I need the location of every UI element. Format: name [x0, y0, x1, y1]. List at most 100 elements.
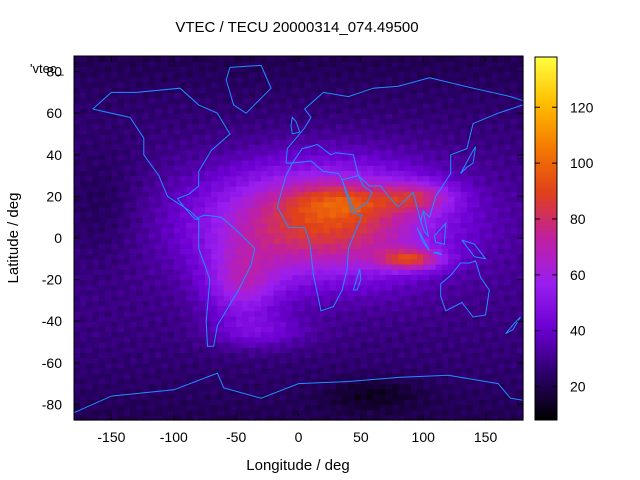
heatmap-cell: [223, 123, 231, 130]
heatmap-cell: [223, 66, 231, 73]
heatmap-cell: [123, 160, 131, 166]
heatmap-cell: [360, 336, 368, 343]
heatmap-cell: [360, 128, 368, 135]
heatmap-cell: [217, 305, 225, 312]
heatmap-cell: [136, 243, 144, 249]
heatmap-cell: [148, 149, 156, 156]
heatmap-cell: [248, 399, 256, 405]
heatmap-cell: [105, 383, 113, 390]
heatmap-cell: [198, 404, 206, 411]
heatmap-cell: [404, 134, 412, 140]
heatmap-cell: [504, 284, 512, 291]
heatmap-cell: [317, 414, 325, 421]
heatmap-cell: [74, 139, 81, 145]
heatmap-cell: [236, 170, 243, 177]
heatmap-cell: [217, 76, 225, 83]
heatmap-cell: [186, 97, 194, 104]
heatmap-cell: [204, 165, 212, 171]
heatmap-cell: [111, 232, 119, 239]
heatmap-cell: [410, 217, 418, 223]
heatmap-cell: [211, 160, 219, 166]
heatmap-cell: [279, 378, 287, 385]
heatmap-cell: [379, 243, 387, 249]
heatmap-cell: [242, 113, 250, 119]
heatmap-cell: [292, 238, 300, 244]
heatmap-cell: [242, 383, 250, 390]
heatmap-cell: [236, 248, 243, 255]
heatmap-cell: [485, 409, 493, 416]
heatmap-cell: [148, 368, 156, 374]
heatmap-cell: [385, 388, 393, 395]
heatmap-cell: [317, 165, 325, 171]
heatmap-cell: [123, 347, 131, 353]
heatmap-cell: [242, 180, 250, 187]
heatmap-cell: [335, 290, 343, 296]
heatmap-cell: [217, 217, 225, 223]
heatmap-cell: [448, 123, 456, 130]
heatmap-cell: [111, 180, 119, 187]
heatmap-cell: [273, 165, 281, 171]
heatmap-cell: [504, 295, 512, 301]
heatmap-cell: [279, 243, 287, 249]
heatmap-cell: [223, 149, 231, 156]
heatmap-cell: [323, 56, 331, 62]
heatmap-cell: [360, 321, 368, 327]
heatmap-cell: [335, 258, 343, 265]
heatmap-cell: [117, 222, 125, 229]
heatmap-cell: [142, 201, 150, 208]
heatmap-cell: [167, 352, 175, 359]
heatmap-cell: [448, 222, 456, 229]
heatmap-cell: [423, 123, 431, 130]
heatmap-cell: [416, 284, 424, 291]
heatmap-cell: [198, 331, 206, 338]
heatmap-cell: [92, 388, 100, 395]
heatmap-cell: [348, 321, 356, 327]
heatmap-cell: [504, 196, 512, 203]
heatmap-cell: [329, 212, 337, 218]
heatmap-cell: [148, 279, 156, 286]
heatmap-cell: [248, 227, 256, 234]
heatmap-cell: [273, 248, 281, 255]
heatmap-cell: [242, 108, 250, 114]
heatmap-cell: [173, 326, 181, 333]
heatmap-cell: [211, 165, 219, 171]
heatmap-cell: [435, 290, 443, 296]
heatmap-cell: [298, 274, 306, 281]
heatmap-cell: [398, 102, 406, 109]
heatmap-cell: [504, 305, 512, 312]
heatmap-cell: [173, 170, 181, 177]
heatmap-cell: [360, 92, 368, 99]
heatmap-cell: [510, 201, 518, 208]
heatmap-cell: [429, 300, 437, 307]
heatmap-cell: [198, 368, 206, 374]
heatmap-cell: [473, 253, 480, 260]
heatmap-cell: [373, 206, 381, 213]
heatmap-cell: [105, 409, 113, 416]
heatmap-cell: [155, 310, 162, 317]
heatmap-cell: [155, 76, 162, 83]
heatmap-cell: [373, 227, 381, 234]
heatmap-cell: [155, 82, 162, 88]
heatmap-cell: [485, 87, 493, 93]
heatmap-cell: [441, 139, 449, 145]
heatmap-cell: [498, 243, 505, 249]
heatmap-cell: [404, 274, 412, 281]
heatmap-cell: [516, 388, 524, 395]
heatmap-cell: [466, 373, 474, 379]
heatmap-cell: [448, 253, 456, 260]
heatmap-cell: [298, 113, 306, 119]
heatmap-cell: [510, 316, 518, 322]
heatmap-cell: [379, 66, 387, 73]
heatmap-cell: [342, 170, 349, 177]
heatmap-cell: [136, 409, 144, 416]
heatmap-cell: [416, 394, 424, 400]
heatmap-cell: [466, 295, 474, 301]
heatmap-cell: [441, 331, 449, 338]
heatmap-cell: [360, 217, 368, 223]
heatmap-cell: [348, 180, 356, 187]
heatmap-cell: [460, 336, 468, 343]
heatmap-cell: [367, 201, 374, 208]
heatmap-cell: [80, 368, 88, 374]
heatmap-cell: [117, 227, 125, 234]
heatmap-cell: [267, 102, 275, 109]
